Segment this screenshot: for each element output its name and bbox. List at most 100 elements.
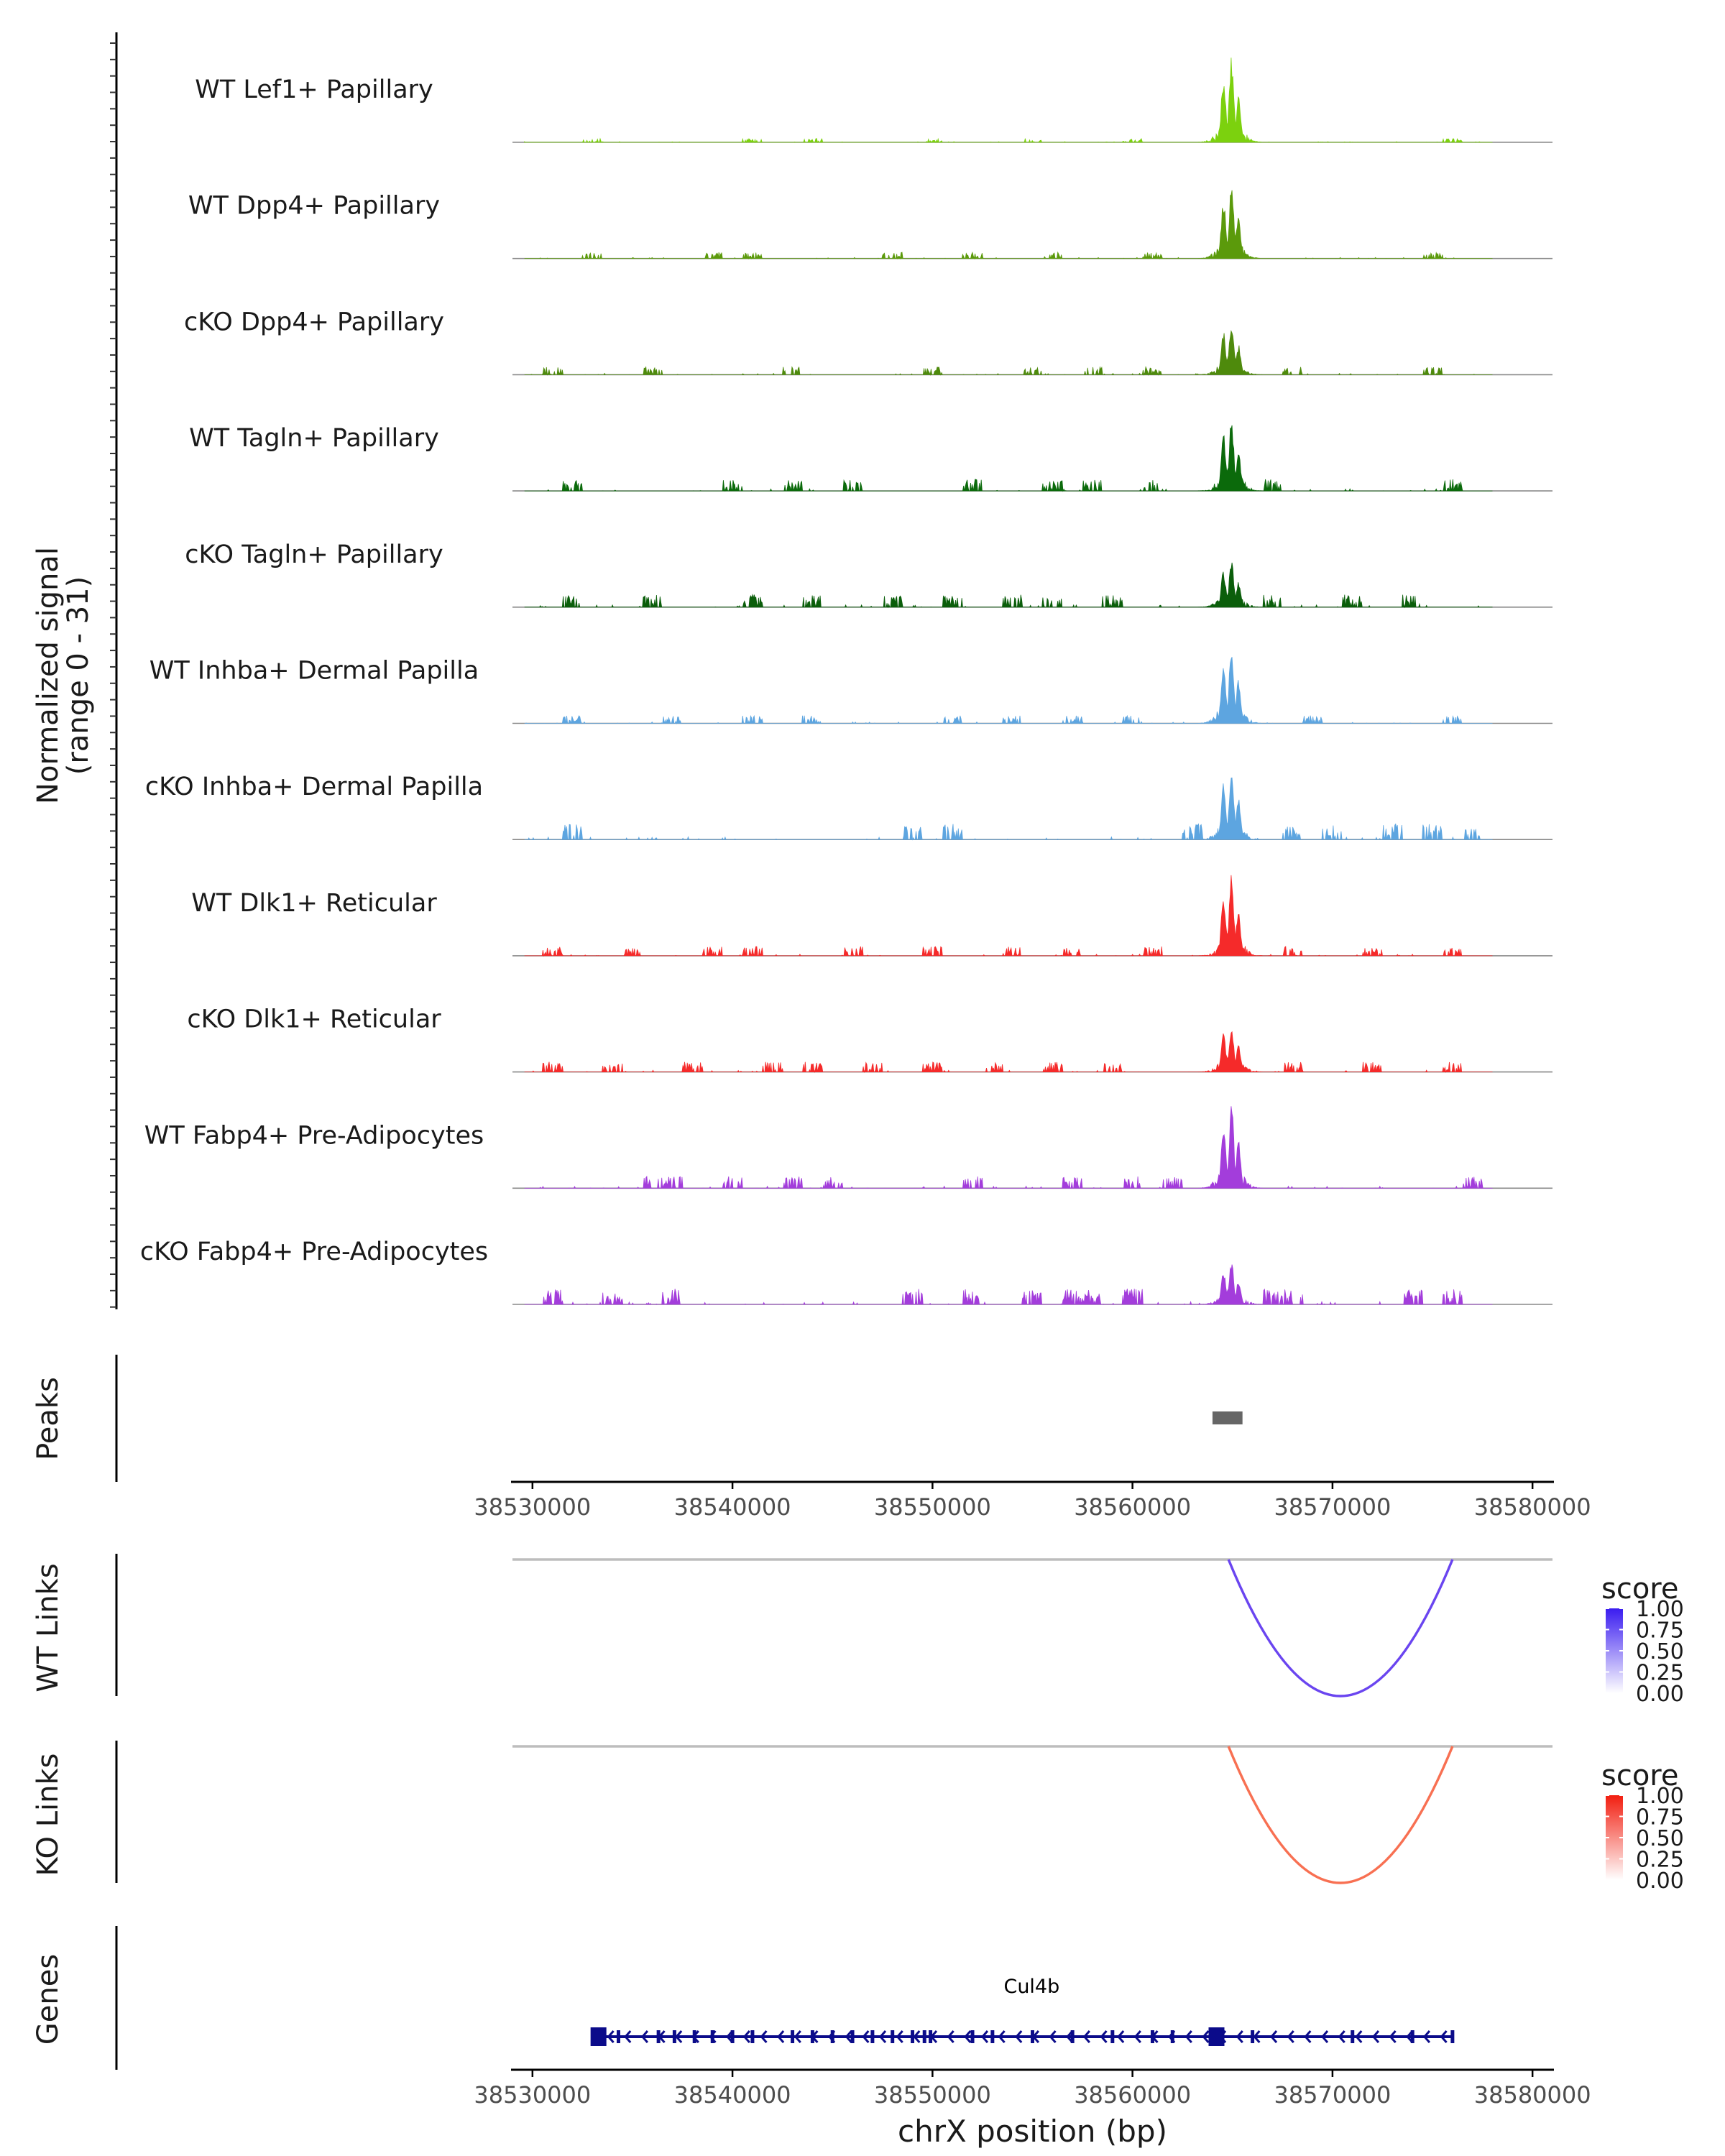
strand-arrow (1133, 2030, 1141, 2043)
gene-exon (970, 2030, 975, 2043)
strand-arrow (1270, 2030, 1278, 2043)
strand-arrow (1304, 2030, 1312, 2043)
track-cko-dlk1-reticular: cKO Dlk1+ Reticular (187, 1005, 1552, 1074)
track-signal-area (524, 1031, 1493, 1074)
track-label: cKO Fabp4+ Pre-Adipocytes (140, 1238, 488, 1266)
track-wt-inhba-dermal-papilla: WT Inhba+ Dermal Papilla (150, 657, 1552, 725)
gene-model (590, 2027, 1455, 2046)
strand-arrow (1440, 2030, 1448, 2043)
track-signal-area (524, 1106, 1493, 1189)
track-label: WT Dpp4+ Papillary (188, 192, 440, 221)
x-axis-bottom-tick-label: 38540000 (674, 2081, 791, 2109)
strand-arrow (896, 2030, 903, 2043)
strand-arrow (1422, 2030, 1431, 2043)
legend-tick-label: 0.50 (1636, 1826, 1684, 1851)
gene-exon (710, 2030, 714, 2043)
strand-arrow (1338, 2030, 1346, 2043)
x-axis-title: chrX position (bp) (898, 2114, 1167, 2149)
strand-arrow (675, 2030, 683, 2043)
peaks-title: Peaks (32, 1377, 65, 1460)
track-signal-area (524, 562, 1493, 609)
legend-tick-label: 0.25 (1636, 1661, 1684, 1686)
track-signal-area (524, 190, 1493, 260)
gene-exon (810, 2030, 814, 2043)
strand-arrow (1389, 2030, 1397, 2043)
strand-arrow (1236, 2030, 1243, 2043)
x-axis-bottom-tick-label: 38530000 (474, 2081, 591, 2109)
coverage-tracks: WT Lef1+ Papillary WT Dpp4+ Papillary cKO … (140, 57, 1552, 1306)
track-cko-inhba-dermal-papilla: cKO Inhba+ Dermal Papilla (145, 773, 1552, 841)
gene-exon (1150, 2030, 1154, 2043)
gene-exon (1110, 2030, 1115, 2043)
gene-exon (1450, 2030, 1455, 2043)
strand-arrow (998, 2030, 1006, 2043)
strand-arrow (777, 2030, 785, 2043)
gene-exon (730, 2030, 735, 2043)
gene-label-cul4b: Cul4b (1003, 1976, 1059, 1998)
coverage-y-axis-title: Normalized signal (32, 547, 65, 804)
track-wt-lef1-papillary: WT Lef1+ Papillary (195, 57, 1552, 144)
track-wt-fabp4-pre-adipocytes: WT Fabp4+ Pre-Adipocytes (144, 1106, 1552, 1189)
strand-arrow (845, 2030, 852, 2043)
gene-exon (791, 2030, 795, 2043)
strand-arrow (879, 2030, 887, 2043)
x-axis-top-tick-label: 38570000 (1274, 1493, 1391, 1521)
x-axis-top-tick-label: 38560000 (1074, 1493, 1191, 1521)
strand-arrow (1287, 2030, 1294, 2043)
strand-arrow (1320, 2030, 1329, 2043)
gene-exon (911, 2030, 915, 2043)
gene-exon (692, 2030, 696, 2043)
track-label: WT Inhba+ Dermal Papilla (150, 657, 479, 686)
strand-arrow (1371, 2030, 1380, 2043)
x-axis-top: 38530000 38540000 38550000 38560000 38570000… (474, 1480, 1591, 1521)
strand-arrow (1082, 2030, 1090, 2043)
gene-exon (672, 2030, 676, 2043)
track-label: WT Lef1+ Papillary (195, 75, 433, 104)
track-label: cKO Dpp4+ Papillary (184, 308, 444, 336)
track-label: cKO Dlk1+ Reticular (187, 1005, 441, 1034)
gene-exon (1351, 2030, 1355, 2043)
strand-arrow (1049, 2030, 1057, 2043)
track-cko-dpp4-papillary: cKO Dpp4+ Papillary (184, 308, 1552, 376)
legend-tick-label: 0.00 (1636, 1682, 1684, 1707)
gene-exon (750, 2030, 755, 2043)
legend-tick-label: 0.25 (1636, 1848, 1684, 1873)
strand-arrow (640, 2030, 649, 2043)
track-cko-tagln-papillary: cKO Tagln+ Papillary (185, 540, 1552, 609)
track-label: WT Fabp4+ Pre-Adipocytes (144, 1121, 484, 1150)
link-arc (1227, 1746, 1454, 1884)
gene-exon (830, 2030, 834, 2043)
link-arc (1227, 1559, 1454, 1697)
strand-arrow (947, 2030, 954, 2043)
track-signal-area (524, 57, 1493, 144)
strand-arrow (980, 2030, 989, 2043)
gene-exon (1170, 2030, 1174, 2043)
strand-arrow (760, 2030, 768, 2043)
strand-arrow (1253, 2030, 1261, 2043)
track-wt-tagln-papillary: WT Tagln+ Papillary (189, 424, 1552, 492)
legend-tick-label: 0.75 (1636, 1805, 1684, 1830)
x-axis-bottom-tick-label: 38570000 (1274, 2081, 1391, 2109)
x-axis-top-tick-label: 38530000 (474, 1493, 591, 1521)
strand-arrow (624, 2030, 632, 2043)
track-signal-area (524, 657, 1493, 725)
track-signal-area (524, 425, 1493, 492)
track-label: WT Tagln+ Papillary (189, 424, 439, 453)
strand-arrow (913, 2030, 921, 2043)
gene-exon (850, 2030, 855, 2043)
x-axis-bottom-tick-label: 38580000 (1474, 2081, 1591, 2109)
genes-title: Genes (32, 1954, 65, 2045)
legend-tick-label: 0.50 (1636, 1639, 1684, 1664)
gene-exon (891, 2030, 895, 2043)
legend-tick-label: 1.00 (1636, 1784, 1684, 1809)
track-label: WT Dlk1+ Reticular (191, 889, 437, 918)
track-signal-area (524, 330, 1493, 376)
legend-tick-label: 1.00 (1636, 1597, 1684, 1622)
genes-panel: Genes Cul4b (32, 1926, 1455, 2070)
strand-arrow (1100, 2030, 1108, 2043)
track-signal-area (524, 875, 1493, 957)
gene-exon (1410, 2030, 1414, 2043)
